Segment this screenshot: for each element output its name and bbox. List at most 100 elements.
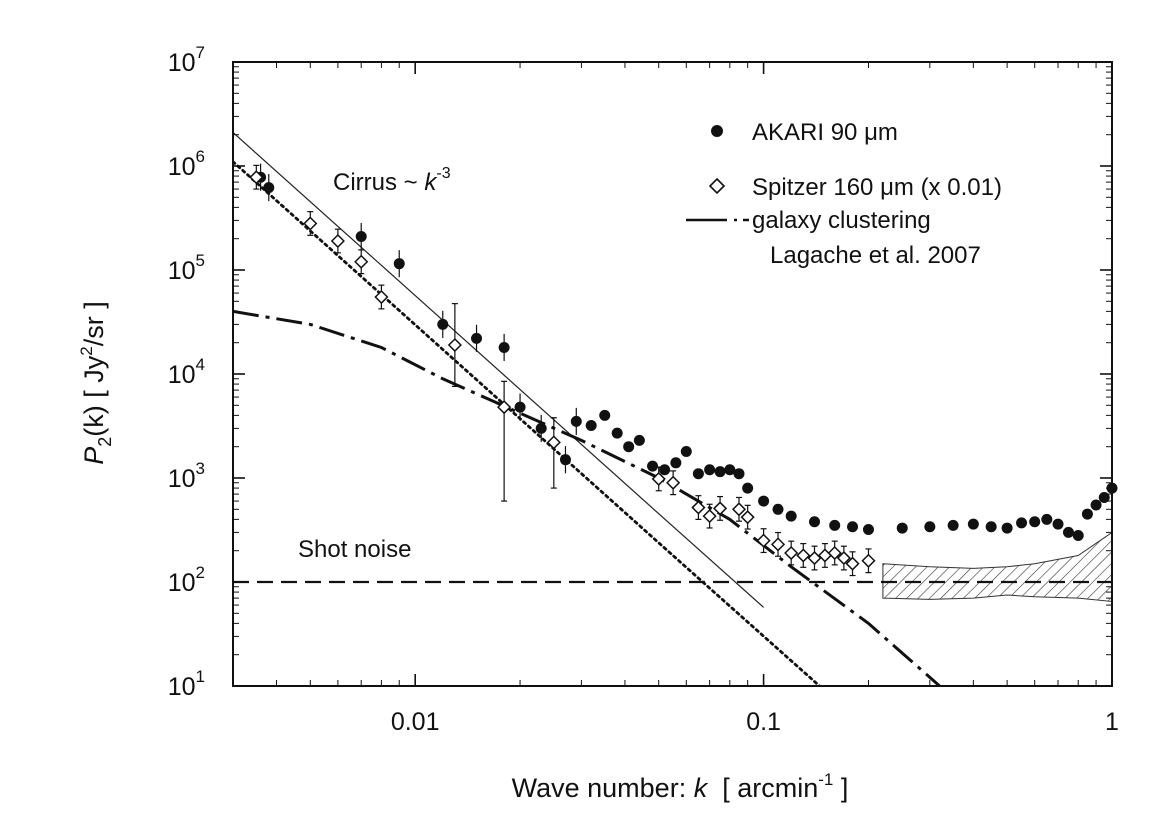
y-tick-exp: 7: [196, 43, 205, 62]
spitzer-point: [651, 471, 666, 486]
spitzer-point: [691, 500, 706, 515]
spitzer-point: [712, 501, 728, 516]
legend-label-clustering: galaxy clustering: [752, 207, 931, 234]
y-tick-base: 10: [168, 465, 196, 493]
y-tick-label: 102: [168, 563, 205, 597]
x-tick-label: 0.01: [391, 708, 440, 736]
spitzer-point: [702, 509, 717, 524]
akari-point: [692, 468, 704, 480]
y-label-close: /sr ]: [79, 301, 109, 346]
spitzer-point: [756, 533, 771, 548]
akari-point: [1029, 516, 1041, 528]
akari-point: [758, 495, 770, 507]
y-tick-label: 106: [168, 147, 205, 181]
akari-point: [623, 441, 635, 453]
cirrus-annotation: Cirrus ~ k-3: [333, 165, 451, 196]
akari-point: [647, 460, 659, 472]
shot-noise-annotation: Shot noise: [298, 536, 411, 563]
akari-point: [1072, 529, 1084, 541]
x-label-main: Wave number:: [512, 773, 694, 803]
akari-point: [1001, 522, 1013, 534]
y-tick-exp: 6: [196, 147, 205, 166]
akari-point: [355, 230, 367, 242]
akari-point: [847, 521, 859, 533]
akari-point: [704, 464, 716, 476]
legend-akari-post: m: [878, 119, 898, 146]
y-label-sup: 2: [77, 346, 96, 355]
y-tick-base: 10: [168, 361, 196, 389]
akari-point: [611, 427, 623, 439]
y-tick-base: 10: [168, 49, 196, 77]
legend-akari-mu: μ: [864, 119, 878, 146]
x-label-sup: -1: [818, 770, 833, 789]
akari-point: [1081, 508, 1093, 520]
spitzer-point: [330, 233, 345, 249]
y-label-open: [ Jy: [79, 355, 109, 405]
akari-point: [785, 510, 797, 522]
cirrus-text: Cirrus ~: [333, 169, 424, 196]
akari-point: [1090, 499, 1102, 511]
akari-point: [535, 422, 547, 434]
akari-point: [862, 523, 874, 535]
akari-point: [985, 521, 997, 533]
y-tick-label: 107: [168, 43, 205, 77]
y-tick-label: 104: [168, 355, 205, 389]
y-axis-label: P2(k) [ Jy2/sr ]: [77, 301, 115, 465]
y-tick-exp: 3: [196, 459, 205, 478]
y-label-sub: 2: [95, 437, 115, 447]
model-lines-layer: [233, 132, 1112, 686]
y-tick-base: 10: [168, 153, 196, 181]
legend-marker-akari: [711, 125, 723, 137]
akari-point: [514, 401, 526, 413]
akari-point: [924, 521, 936, 533]
x-label-open: [ arcmin: [707, 773, 818, 803]
y-tick-exp: 2: [196, 563, 205, 582]
spitzer-point: [303, 216, 318, 231]
akari-point: [1062, 526, 1074, 538]
akari-point: [599, 409, 611, 421]
akari-point: [633, 434, 645, 446]
spitzer-point: [731, 502, 747, 517]
y-tick-exp: 4: [196, 355, 205, 374]
spitzer-point: [546, 435, 561, 450]
legend-label-spitzer: Spitzer 160 μm (x 0.01): [752, 174, 1002, 201]
legend-spitzer-pre: Spitzer 160: [752, 174, 880, 201]
spitzer-point: [817, 548, 833, 563]
series-line-clustering: [233, 309, 941, 686]
spitzer-point: [740, 510, 755, 525]
akari-point: [393, 258, 405, 270]
akari-point: [263, 182, 275, 194]
cirrus-sup: -3: [436, 165, 450, 182]
spitzer-point: [796, 548, 811, 563]
y-tick-label: 103: [168, 459, 205, 493]
akari-point: [947, 519, 959, 531]
y-label-arg: (k): [79, 405, 109, 436]
spitzer-point: [784, 545, 799, 561]
cirrus-var: k: [424, 169, 438, 196]
spitzer-point: [666, 475, 681, 490]
akari-point: [896, 522, 908, 534]
x-label-close: ]: [833, 773, 848, 803]
spitzer-point: [497, 400, 512, 415]
akari-point: [1041, 513, 1053, 525]
x-axis-label: Wave number: k [ arcmin-1 ]: [512, 770, 849, 803]
y-tick-base: 10: [168, 257, 196, 285]
akari-point: [772, 503, 784, 515]
y-tick-exp: 5: [196, 251, 205, 270]
akari-point: [659, 464, 671, 476]
akari-point: [570, 415, 582, 427]
uncertainty-band: [882, 531, 1113, 603]
akari-point: [809, 516, 821, 528]
spitzer-point: [845, 556, 860, 571]
spitzer-point: [770, 537, 786, 552]
spitzer-point: [354, 254, 369, 269]
legend-spitzer-post: m (x 0.01): [894, 174, 1002, 201]
spitzer-point: [861, 553, 876, 568]
y-label-var: P: [79, 447, 109, 465]
akari-point: [437, 318, 449, 330]
akari-point: [585, 419, 597, 431]
series-line-spitzer_fit: [233, 160, 822, 686]
legend-akari-pre: AKARI 90: [752, 119, 864, 146]
